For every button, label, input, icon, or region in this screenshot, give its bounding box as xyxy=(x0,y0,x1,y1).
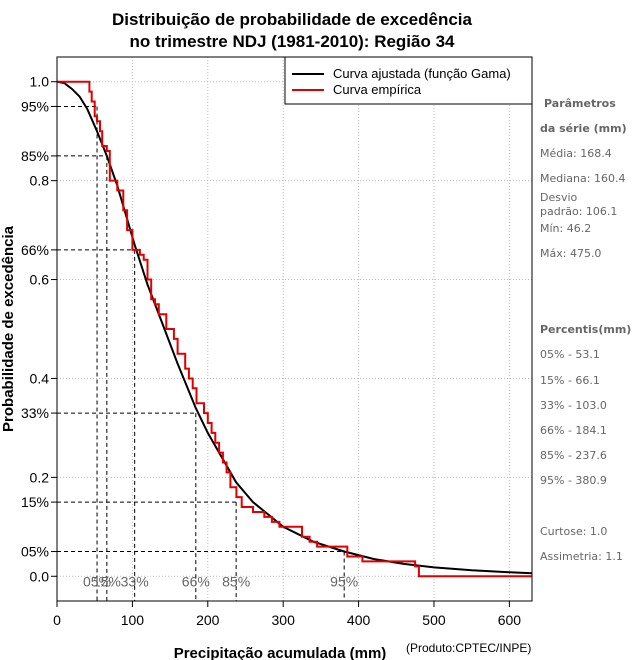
params-heading-1: Parâmetros xyxy=(544,97,616,110)
percentil-66: 66% - 184.1 xyxy=(540,424,607,437)
legend: Curva ajustada (função Gama) Curva empír… xyxy=(284,56,533,105)
percentil-33: 33% - 103.0 xyxy=(540,399,607,412)
y-tick-label: 33% xyxy=(21,405,49,421)
param-desvio-2: padrão: 106.1 xyxy=(540,205,617,218)
percentil-05: 05% - 53.1 xyxy=(540,348,600,361)
chart-title-line2: no trimestre NDJ (1981-2010): Região 34 xyxy=(129,32,455,51)
x-tick-label: 600 xyxy=(498,612,522,628)
credit-label: (Produto:CPTEC/INPE) xyxy=(406,641,531,655)
param-mediana: Mediana: 160.4 xyxy=(540,172,625,185)
chart-title-line1: Distribuição de probabilidade de excedên… xyxy=(112,10,472,29)
param-max: Máx: 475.0 xyxy=(540,247,601,260)
y-tick-label: 0.8 xyxy=(30,173,50,189)
y-tick-label: 66% xyxy=(21,242,49,258)
x-tick-label: 0 xyxy=(53,612,61,628)
x-tick-label: 300 xyxy=(272,612,296,628)
y-axis-title: Probabilidade de excedência xyxy=(0,225,17,432)
y-tick-label: 15% xyxy=(21,494,49,510)
y-tick-label: 0.0 xyxy=(30,568,50,584)
x-tick-label: 200 xyxy=(196,612,220,628)
x-tick-label: 400 xyxy=(347,612,371,628)
y-tick-label: 05% xyxy=(21,544,49,560)
percentile-label: 85% xyxy=(222,573,250,589)
y-tick-label: 1.0 xyxy=(30,74,50,90)
percentile-label: 66% xyxy=(182,573,210,589)
empirical-step-curve xyxy=(57,80,532,578)
percentile-label: 15% xyxy=(93,573,121,589)
side-panel: Parâmetros da série (mm) Média: 168.4 Me… xyxy=(540,97,631,563)
x-axis-ticks: 0 100 200 300 400 500 600 xyxy=(53,601,521,628)
y-axis-ticks: 1.0 95% 85% 0.8 66% 0.6 0.4 33% 0.2 15% 05% 0.0 xyxy=(21,74,57,584)
x-axis-title: Precipitação acumulada (mm) xyxy=(174,645,387,660)
params-heading-2: da série (mm) xyxy=(540,122,627,135)
plot-frame xyxy=(56,56,533,602)
y-tick-label: 85% xyxy=(21,148,49,164)
param-min: Mín: 46.2 xyxy=(540,222,591,235)
grid xyxy=(57,57,532,601)
y-tick-label: 95% xyxy=(21,98,49,114)
x-tick-label: 100 xyxy=(121,612,145,628)
percentile-labels: 05%15% 33% 66% 85% 95% xyxy=(83,573,358,589)
param-desvio-1: Desvio xyxy=(540,191,578,204)
y-tick-label: 0.6 xyxy=(30,272,50,288)
y-tick-label: 0.4 xyxy=(30,370,50,386)
assimetria-value: Assimetria: 1.1 xyxy=(540,550,623,563)
y-tick-label: 0.2 xyxy=(30,469,50,485)
percentile-guides xyxy=(57,105,345,601)
percentil-15: 15% - 66.1 xyxy=(540,374,600,387)
percentis-heading: Percentis(mm) xyxy=(540,323,631,336)
percentile-label: 95% xyxy=(330,573,358,589)
legend-box xyxy=(284,56,533,105)
fitted-gamma-curve xyxy=(56,80,533,575)
legend-fitted-label: Curva ajustada (função Gama) xyxy=(333,66,511,81)
percentile-label: 33% xyxy=(121,573,149,589)
percentil-85: 85% - 237.6 xyxy=(540,449,607,462)
param-media: Média: 168.4 xyxy=(540,147,612,160)
curves xyxy=(56,80,533,578)
percentile-label: 05% xyxy=(83,573,111,589)
curtose-value: Curtose: 1.0 xyxy=(540,525,607,538)
x-tick-label: 500 xyxy=(422,612,446,628)
legend-empirical-label: Curva empírica xyxy=(333,82,422,97)
percentil-95: 95% - 380.9 xyxy=(540,474,607,487)
